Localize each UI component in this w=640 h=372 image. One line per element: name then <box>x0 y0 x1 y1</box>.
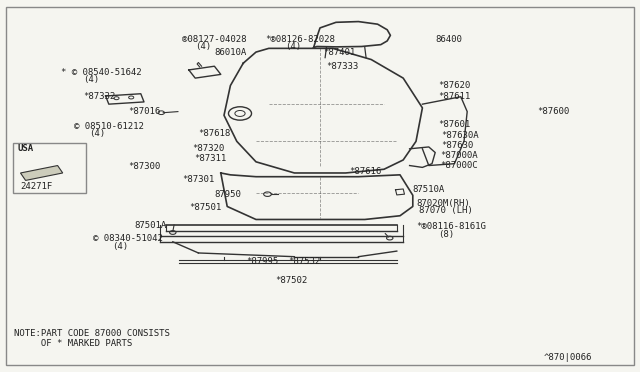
Text: *87333: *87333 <box>326 62 358 71</box>
Text: *87501: *87501 <box>189 203 221 212</box>
Text: * © 08540-51642: * © 08540-51642 <box>61 68 141 77</box>
Text: USA: USA <box>18 144 34 153</box>
Text: *87630A: *87630A <box>442 131 479 140</box>
Text: *87502: *87502 <box>275 276 307 285</box>
Polygon shape <box>20 166 63 180</box>
Text: 86010A: 86010A <box>214 48 246 57</box>
Text: *87616: *87616 <box>349 167 381 176</box>
Text: *87301: *87301 <box>182 175 214 184</box>
Text: *87320: *87320 <box>192 144 224 153</box>
Text: NOTE:PART CODE 87000 CONSISTS
     OF * MARKED PARTS: NOTE:PART CODE 87000 CONSISTS OF * MARKE… <box>14 329 170 348</box>
Text: ^870|0066: ^870|0066 <box>544 353 593 362</box>
Text: *87532: *87532 <box>288 257 320 266</box>
Text: (4): (4) <box>83 76 99 84</box>
Text: © 08340-51042: © 08340-51042 <box>93 234 163 243</box>
Text: *87611: *87611 <box>438 92 470 101</box>
Text: *87300: *87300 <box>128 162 160 171</box>
Text: *®08116-8161G: *®08116-8161G <box>416 222 486 231</box>
Text: *87000C: *87000C <box>440 161 478 170</box>
Text: 86400: 86400 <box>435 35 462 44</box>
Text: 87510A: 87510A <box>413 185 445 194</box>
Text: 87501A: 87501A <box>134 221 166 230</box>
Text: (8): (8) <box>438 230 454 239</box>
Text: (4): (4) <box>195 42 211 51</box>
Text: *87332: *87332 <box>83 92 115 101</box>
Text: *87000A: *87000A <box>440 151 478 160</box>
Text: *87620: *87620 <box>438 81 470 90</box>
Text: © 08510-61212: © 08510-61212 <box>74 122 143 131</box>
Text: *87016: *87016 <box>128 107 160 116</box>
Text: 87020M(RH): 87020M(RH) <box>416 199 470 208</box>
Text: 87950: 87950 <box>214 190 241 199</box>
Text: *87630: *87630 <box>442 141 474 150</box>
Text: 24271F: 24271F <box>20 182 52 191</box>
Text: *87618: *87618 <box>198 129 230 138</box>
Text: (4): (4) <box>90 129 106 138</box>
Text: (4): (4) <box>112 242 128 251</box>
Text: *87401: *87401 <box>323 48 355 57</box>
Text: 87070 (LH): 87070 (LH) <box>419 206 473 215</box>
Text: *87601: *87601 <box>438 120 470 129</box>
Text: *87311: *87311 <box>194 154 226 163</box>
Text: (4): (4) <box>285 42 301 51</box>
Text: *87600: *87600 <box>538 107 570 116</box>
Text: ®08127-04028: ®08127-04028 <box>182 35 247 44</box>
Text: *87995: *87995 <box>246 257 278 266</box>
Text: *®08126-82028: *®08126-82028 <box>266 35 335 44</box>
